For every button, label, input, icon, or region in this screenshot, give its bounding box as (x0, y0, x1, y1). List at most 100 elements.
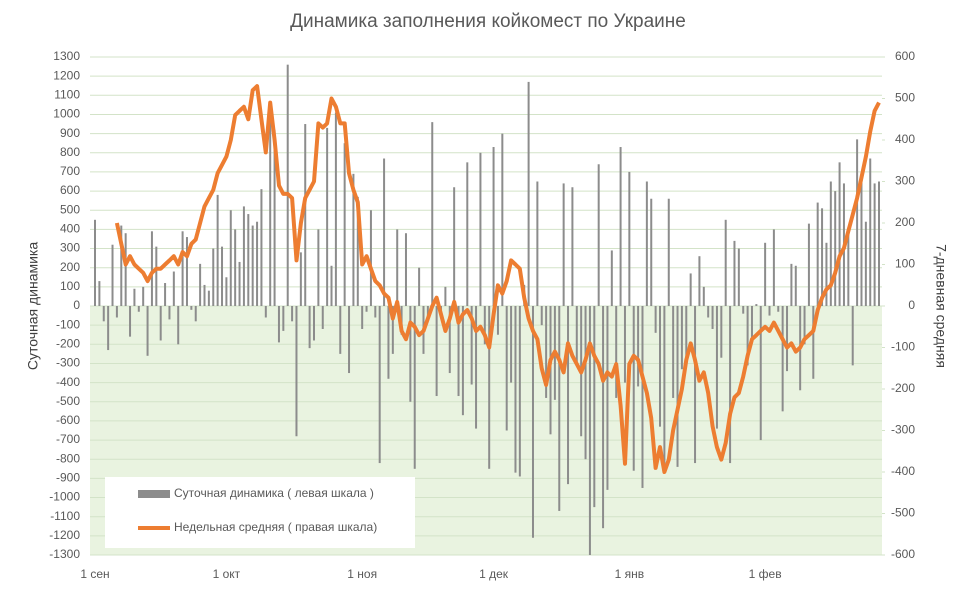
bar (181, 231, 184, 306)
y-tick-label: 400 (60, 222, 80, 236)
y-tick-label: -1300 (49, 547, 80, 561)
bar (772, 229, 775, 306)
bar (759, 306, 762, 441)
bar (251, 225, 254, 306)
bar (685, 306, 688, 364)
bar (829, 181, 832, 306)
bar (672, 306, 675, 398)
bar (856, 139, 859, 306)
legend-label: Недельная средняя ( правая шкала) (174, 520, 377, 534)
y2-tick-label: -600 (891, 547, 915, 561)
bar (676, 306, 679, 467)
bar (242, 206, 245, 306)
y-tick-label: 1200 (53, 68, 80, 82)
bar (807, 223, 810, 306)
legend-box (105, 477, 415, 548)
bar (834, 191, 837, 306)
bar (356, 196, 359, 306)
bar (479, 152, 482, 306)
x-tick-label: 1 окт (213, 567, 241, 581)
bar (864, 221, 867, 306)
bar (260, 189, 263, 306)
bar (348, 306, 351, 374)
bar (711, 306, 714, 329)
bar (527, 81, 530, 307)
y-tick-label: 200 (60, 260, 80, 274)
bar (365, 306, 368, 312)
x-tick-label: 1 дек (479, 567, 509, 581)
y-tick-label: -100 (56, 317, 80, 331)
bar (715, 306, 718, 429)
bar (873, 183, 876, 306)
y-tick-label: -700 (56, 432, 80, 446)
bar (838, 162, 841, 306)
bar (133, 288, 136, 306)
y2-tick-label: -200 (891, 381, 915, 395)
bar (623, 306, 626, 383)
y-tick-label: 1300 (53, 49, 80, 63)
bar (659, 306, 662, 427)
bar (317, 229, 320, 306)
bar (435, 306, 438, 397)
y2-tick-label: 300 (895, 174, 915, 188)
bar (374, 306, 377, 318)
bar (606, 306, 609, 490)
y-tick-label: 100 (60, 279, 80, 293)
bar (794, 265, 797, 306)
bar (496, 306, 499, 335)
bar (269, 116, 272, 306)
bar (514, 306, 517, 473)
y2-tick-label: 400 (895, 132, 915, 146)
x-tick-label: 1 сен (80, 567, 109, 581)
bar (567, 306, 570, 485)
bar (702, 286, 705, 306)
y-tick-label: 1100 (54, 87, 80, 101)
bar (501, 133, 504, 306)
bar (869, 158, 872, 306)
bar (185, 237, 188, 306)
bar (203, 284, 206, 306)
bar (352, 173, 355, 306)
bar (216, 194, 219, 306)
bar (781, 306, 784, 412)
bar (816, 202, 819, 306)
bar (111, 244, 114, 306)
bar (650, 198, 653, 306)
bar (312, 306, 315, 341)
bar (531, 306, 534, 538)
bar (698, 256, 701, 306)
bar (247, 214, 250, 306)
bar (273, 129, 276, 306)
bar (466, 162, 469, 306)
bar (510, 306, 513, 383)
x-tick-label: 1 янв (615, 567, 645, 581)
y-tick-label: -1200 (49, 528, 80, 542)
bar (361, 306, 364, 329)
bar (768, 306, 771, 316)
y-tick-label: -1100 (50, 509, 80, 523)
bar (680, 306, 683, 370)
bar (286, 64, 289, 307)
y2-tick-label: 100 (895, 257, 915, 271)
bar (518, 306, 521, 477)
bar (803, 306, 806, 345)
bar (431, 122, 434, 306)
bar (369, 210, 372, 306)
y-tick-label: 900 (60, 126, 80, 140)
bar (137, 306, 140, 312)
y-tick-label: -200 (56, 336, 80, 350)
y2-tick-label: -500 (891, 506, 915, 520)
bar (172, 271, 175, 306)
bar (334, 112, 337, 307)
y-tick-label: -500 (56, 394, 80, 408)
bar (413, 306, 416, 469)
bar (593, 306, 596, 508)
y2-tick-label: 500 (895, 91, 915, 105)
bar (282, 306, 285, 331)
bar (667, 198, 670, 306)
bar (571, 187, 574, 306)
bar (847, 227, 850, 306)
bar (878, 181, 880, 306)
bar (212, 248, 215, 306)
bar (146, 306, 149, 356)
